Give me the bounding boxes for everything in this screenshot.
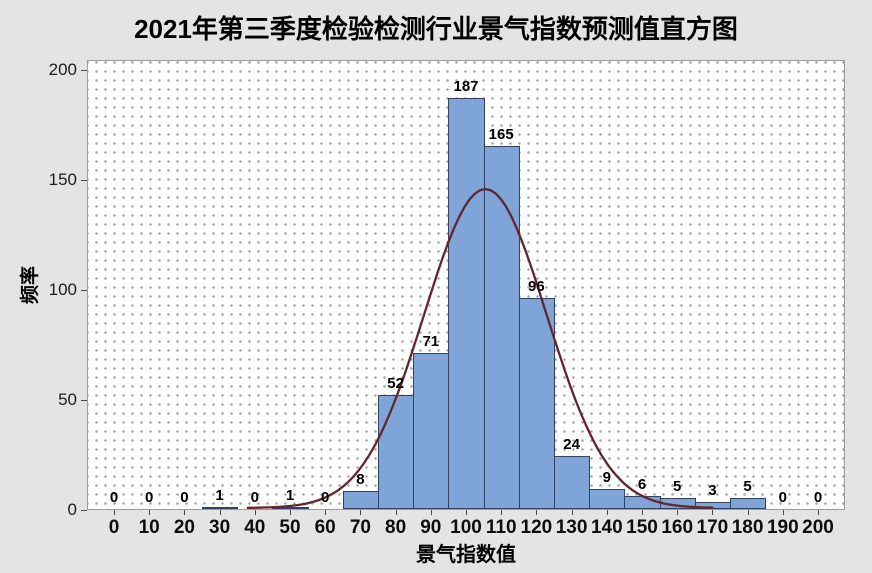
x-tick-label: 140 — [590, 517, 623, 538]
y-tick-mark — [81, 70, 87, 71]
x-tick-label: 60 — [314, 517, 336, 538]
x-tick-label: 70 — [349, 517, 371, 538]
x-tick-mark — [747, 510, 749, 515]
x-tick-label: 30 — [209, 517, 231, 538]
y-tick-mark — [81, 400, 87, 401]
y-tick-label: 0 — [67, 500, 77, 519]
x-tick-mark — [712, 510, 714, 515]
x-tick-label: 110 — [485, 517, 517, 538]
histogram-bar-30 — [202, 506, 239, 509]
bar-value-label: 165 — [488, 126, 514, 143]
x-tick-label: 150 — [626, 517, 658, 538]
x-tick-mark — [430, 510, 432, 515]
x-tick-label: 20 — [173, 517, 195, 538]
y-tick-label: 100 — [48, 280, 77, 299]
x-tick-label: 40 — [244, 517, 266, 538]
bar-value-label: 52 — [387, 374, 404, 392]
plot-area: 0 0 0 1 0 1 0 8 52 71 187 165 96 24 9 6 5 3 5 0 0 — [87, 60, 845, 510]
bar-value-label: 24 — [563, 436, 580, 454]
x-tick-mark — [501, 510, 503, 515]
histogram-bar-90 — [413, 352, 450, 509]
x-tick-label: 170 — [696, 517, 729, 538]
x-tick-label: 130 — [555, 517, 588, 538]
bar-value-label: 1 — [285, 486, 295, 504]
x-tick-label: 160 — [661, 517, 694, 538]
y-tick-mark — [81, 290, 87, 291]
x-tick-mark — [571, 510, 573, 515]
histogram-bar-100 — [448, 97, 485, 509]
x-tick-mark — [395, 510, 397, 515]
y-tick-mark — [81, 510, 87, 511]
x-tick-label: 120 — [520, 517, 553, 538]
bar-value-label: 0 — [145, 489, 154, 506]
y-tick-label: 200 — [48, 60, 77, 79]
chart-title: 2021年第三季度检验检测行业景气指数预测值直方图 — [134, 14, 738, 44]
bar-value-label: 0 — [813, 489, 823, 506]
bar-value-label: 0 — [250, 489, 259, 506]
x-tick-label: 190 — [766, 517, 799, 538]
bar-value-label: 71 — [422, 332, 440, 350]
bar-value-label: 3 — [708, 482, 717, 500]
histogram-bar-180 — [730, 498, 767, 509]
bar-value-label: 0 — [321, 489, 330, 506]
x-tick-label: 10 — [138, 517, 160, 538]
x-tick-mark — [606, 510, 608, 515]
x-tick-label: 50 — [279, 517, 301, 538]
x-tick-mark — [360, 510, 362, 515]
x-tick-mark — [254, 510, 256, 515]
bar-value-label: 0 — [109, 489, 119, 506]
histogram-bar-120 — [518, 297, 555, 509]
x-tick-mark — [642, 510, 643, 515]
x-axis-title: 景气指数值 — [416, 544, 516, 566]
x-tick-mark — [818, 510, 819, 515]
x-tick-mark — [114, 510, 115, 515]
x-tick-label: 90 — [420, 517, 442, 538]
x-tick-mark — [184, 510, 186, 515]
bar-value-label: 5 — [673, 478, 682, 495]
bar-value-label: 9 — [602, 469, 611, 487]
histogram-bar-130 — [554, 456, 591, 509]
x-tick-mark — [782, 510, 784, 515]
bar-value-label: 6 — [637, 475, 647, 493]
y-tick-mark — [81, 180, 87, 181]
bar-value-label: 1 — [215, 486, 224, 504]
bar-value-label: 5 — [743, 478, 752, 495]
bar-value-label: 187 — [453, 77, 479, 95]
bar-value-label: 96 — [528, 277, 545, 295]
y-tick-label: 50 — [58, 390, 77, 409]
x-tick-mark — [466, 510, 467, 515]
x-tick-mark — [536, 510, 538, 515]
x-tick-mark — [149, 510, 151, 515]
x-tick-label: 100 — [450, 517, 482, 538]
x-tick-mark — [325, 510, 327, 515]
x-tick-label: 180 — [731, 517, 764, 538]
normal-curve-path — [246, 187, 714, 509]
x-tick-label: 80 — [385, 517, 407, 538]
normal-fit-curve — [246, 187, 714, 509]
bar-value-label: 8 — [356, 471, 365, 489]
x-tick-label: 0 — [108, 517, 120, 538]
x-tick-mark — [219, 510, 221, 515]
bar-value-label: 0 — [180, 489, 189, 506]
x-tick-mark — [290, 510, 291, 515]
bar-value-label: 0 — [778, 489, 787, 506]
y-tick-label: 150 — [48, 170, 77, 189]
x-tick-mark — [677, 510, 679, 515]
x-tick-label: 200 — [802, 517, 834, 538]
